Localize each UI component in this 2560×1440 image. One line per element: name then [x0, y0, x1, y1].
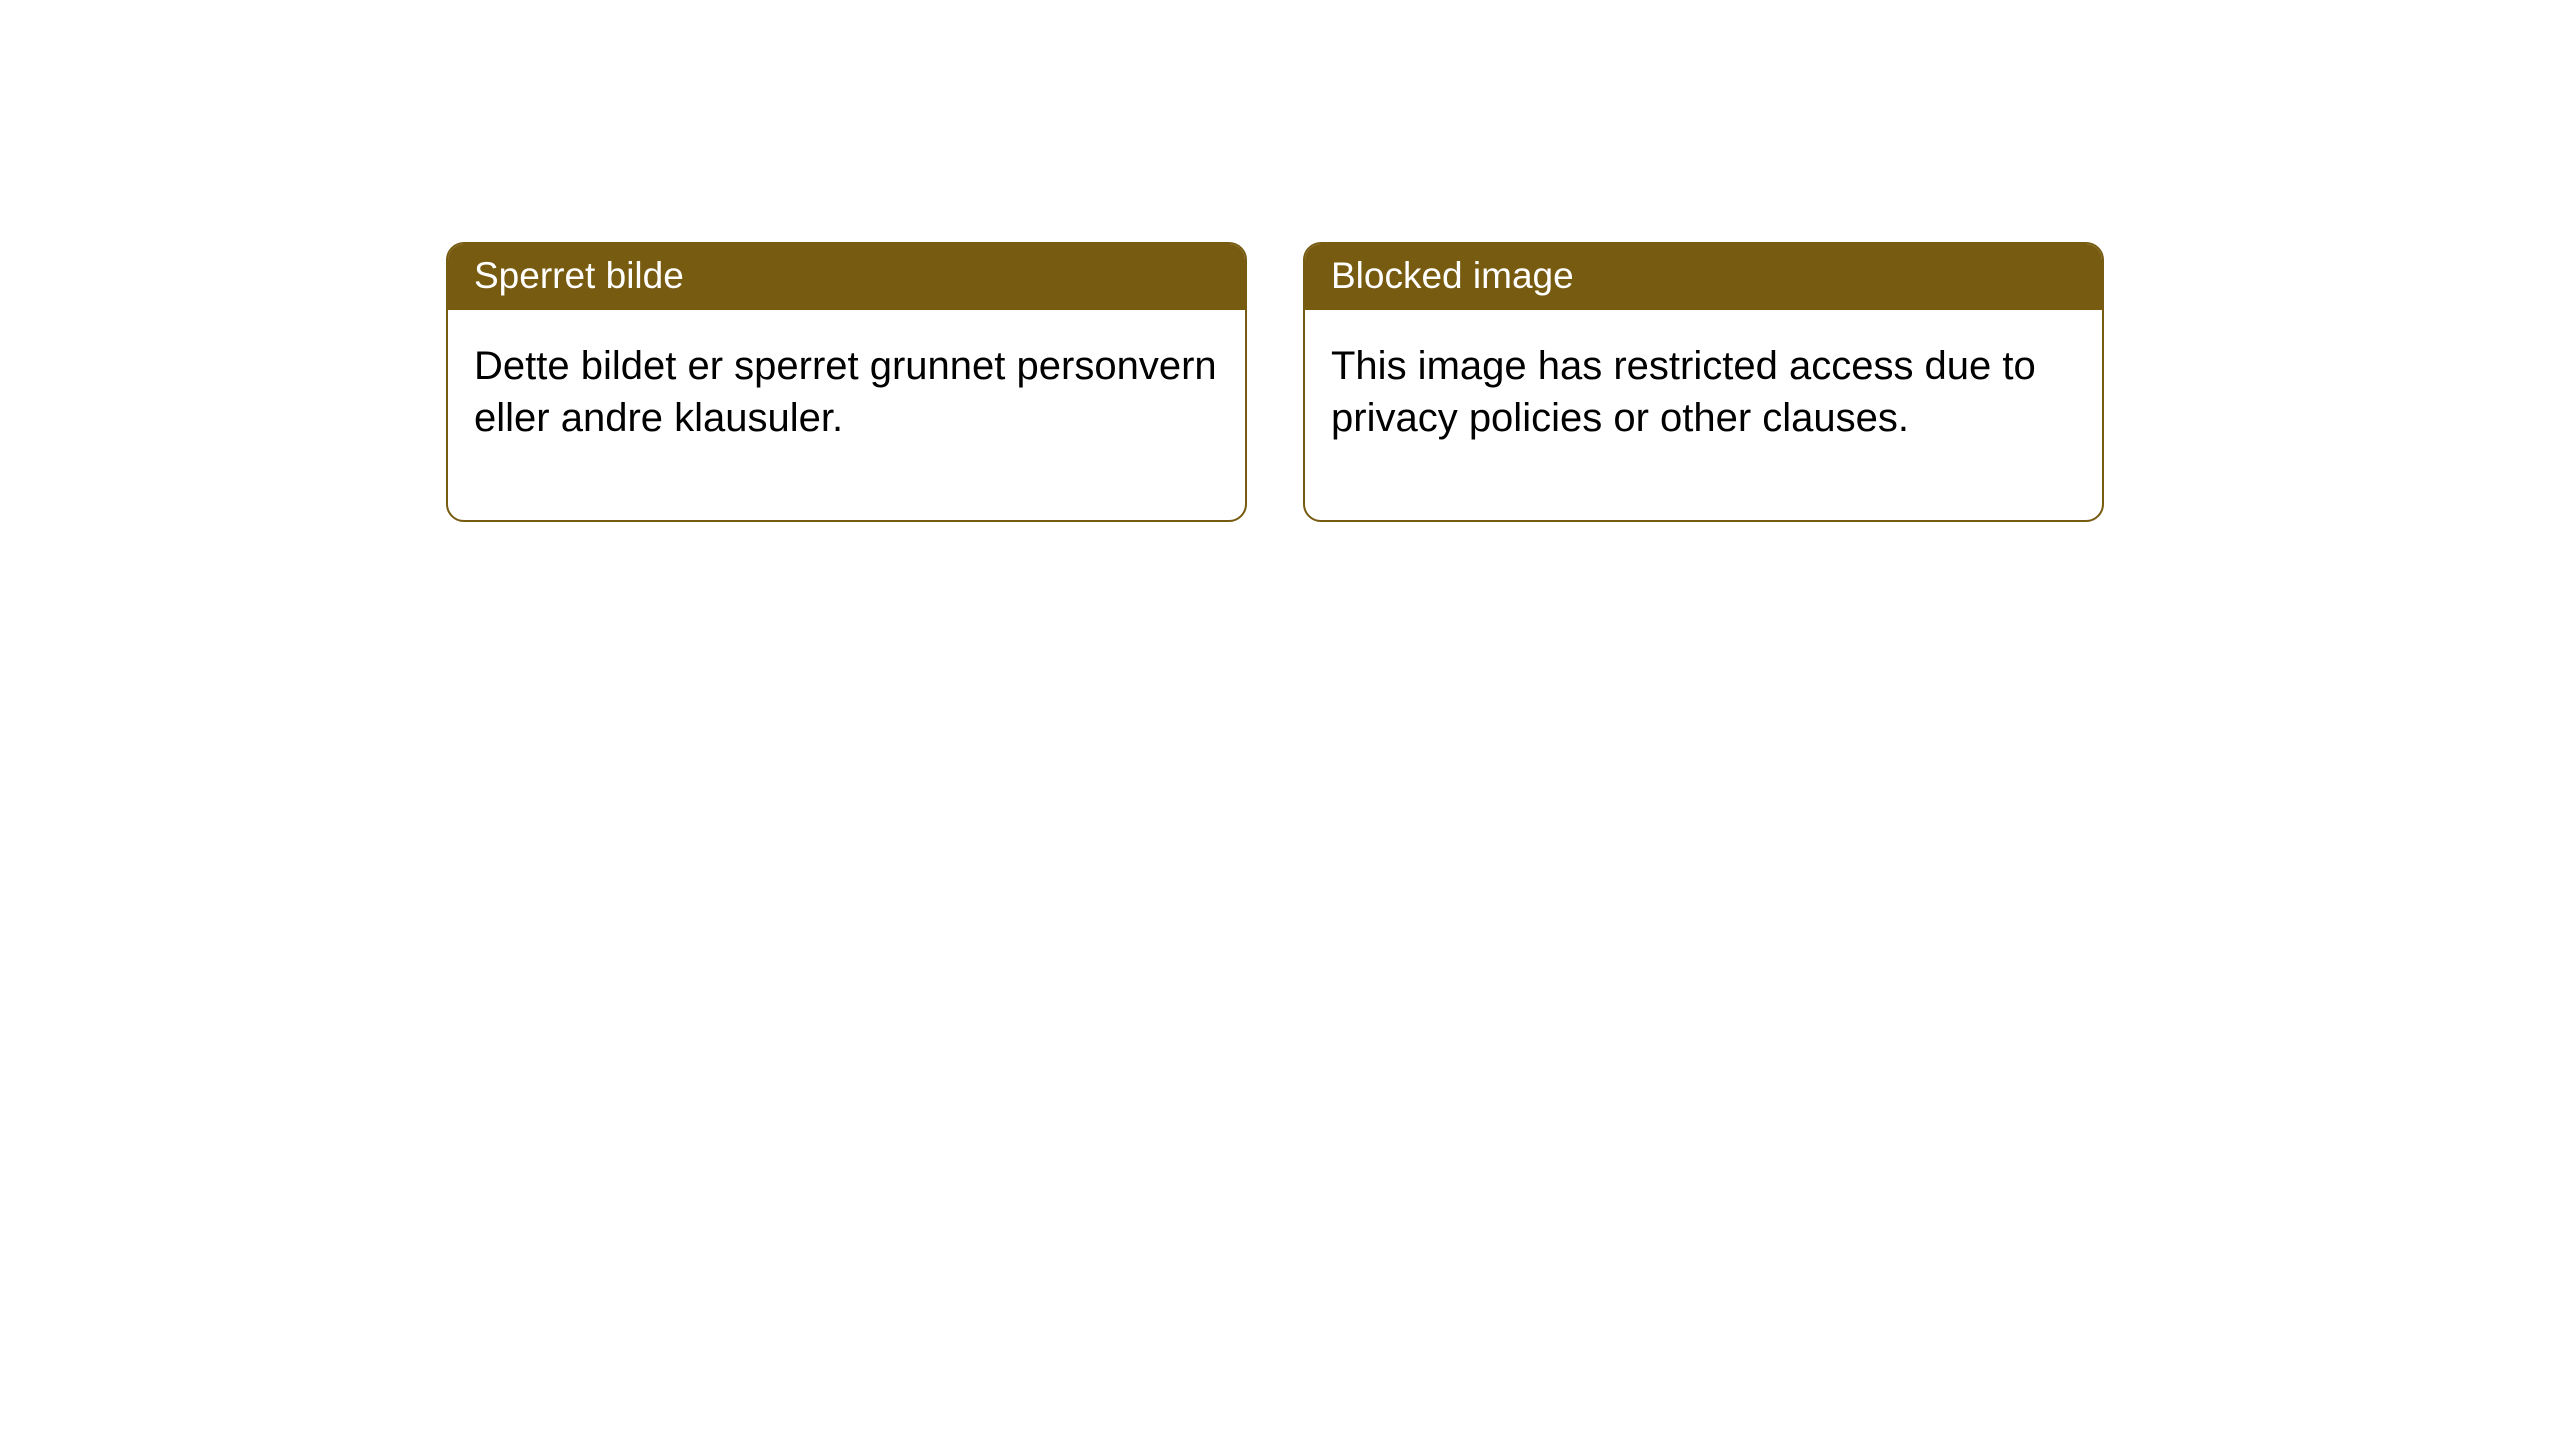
notice-container: Sperret bilde Dette bildet er sperret gr…	[446, 242, 2104, 522]
notice-header: Blocked image	[1305, 244, 2102, 310]
notice-card-norwegian: Sperret bilde Dette bildet er sperret gr…	[446, 242, 1247, 522]
notice-card-english: Blocked image This image has restricted …	[1303, 242, 2104, 522]
notice-body: Dette bildet er sperret grunnet personve…	[448, 310, 1245, 520]
notice-header: Sperret bilde	[448, 244, 1245, 310]
notice-body: This image has restricted access due to …	[1305, 310, 2102, 520]
